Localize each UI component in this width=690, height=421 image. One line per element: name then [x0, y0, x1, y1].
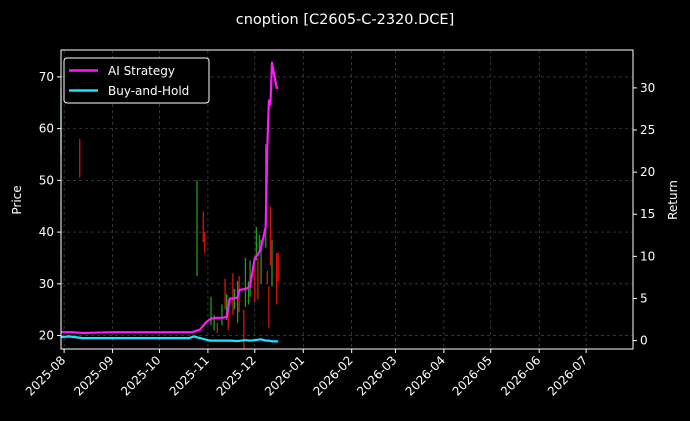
- y2-tick-label: 0: [640, 334, 648, 348]
- chart-title: cnoption [C2605-C-2320.DCE]: [236, 12, 455, 28]
- y2-tick-label: 5: [640, 291, 648, 305]
- legend-label-ai-strategy: AI Strategy: [108, 64, 175, 78]
- y-tick-label: 60: [39, 122, 54, 136]
- y-tick-label: 50: [39, 173, 54, 187]
- y2-tick-label: 15: [640, 207, 655, 221]
- y-tick-label: 30: [39, 277, 54, 291]
- y2-axis-title: Return: [666, 180, 680, 220]
- y-tick-label: 70: [39, 70, 54, 84]
- y-axis-title: Price: [10, 185, 24, 214]
- legend-label-buy-and-hold: Buy-and-Hold: [108, 84, 189, 98]
- y-tick-label: 40: [39, 225, 54, 239]
- y2-tick-label: 30: [640, 81, 655, 95]
- y-tick-label: 20: [39, 329, 54, 343]
- y2-tick-label: 25: [640, 123, 655, 137]
- series-ai-strategy-line: [61, 61, 279, 335]
- series-lines: [60, 61, 279, 343]
- legend-frame: [63, 57, 210, 104]
- y2-tick-label: 10: [640, 249, 655, 263]
- plot-frame: [60, 49, 634, 350]
- y2-tick-label: 20: [640, 165, 655, 179]
- y-axis-left: 20 30 40 50 60 70: [39, 70, 61, 343]
- series-buy-and-hold-line: [60, 335, 279, 343]
- y-axis-right: 0 5 10 15 20 25 30: [633, 81, 655, 348]
- legend: AI Strategy Buy-and-Hold: [63, 57, 210, 104]
